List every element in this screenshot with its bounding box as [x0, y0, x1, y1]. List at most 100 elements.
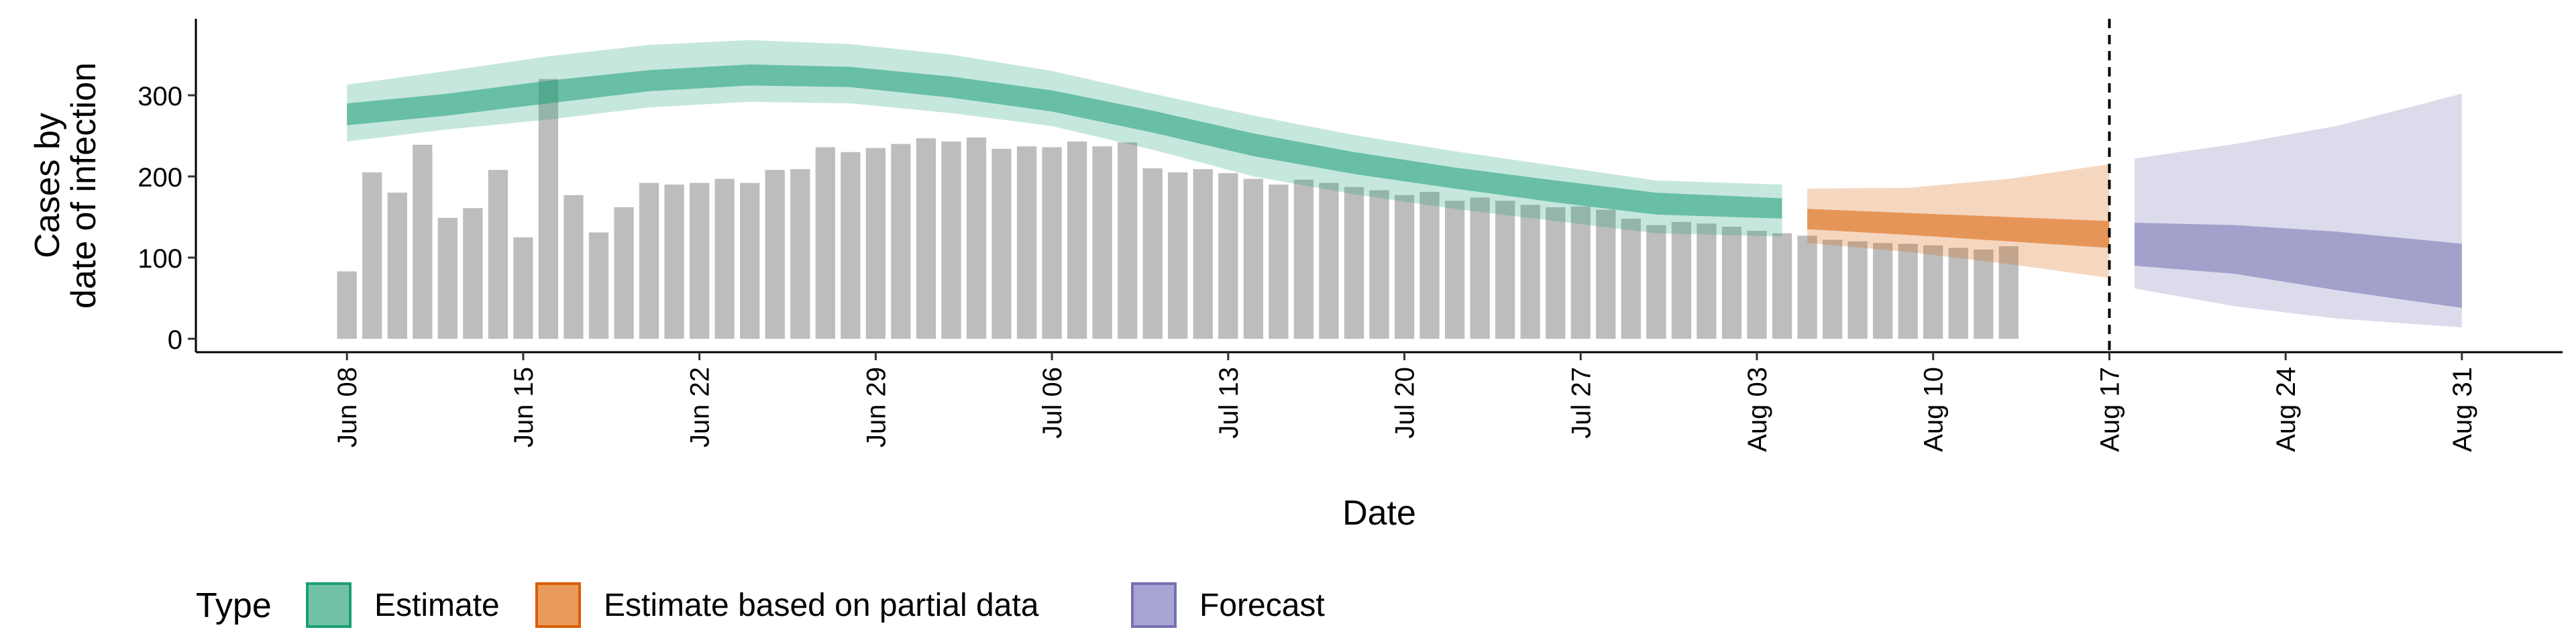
bar: [1747, 231, 1767, 339]
bar: [1923, 245, 1943, 339]
axes-layer: 0 100 200 300 Jun 08 Jun 15 Jun 22 Jun 29 Jul 06…: [28, 19, 2563, 533]
bar: [690, 182, 710, 339]
bar: [941, 141, 961, 339]
bar: [1092, 146, 1112, 339]
legend-swatch: [306, 582, 352, 628]
legend-label: Forecast: [1199, 588, 1325, 623]
bar: [1369, 190, 1389, 339]
legend-title: Type: [196, 586, 272, 625]
bar: [1974, 249, 1994, 339]
bar: [1898, 244, 1918, 339]
bar: [1344, 186, 1364, 339]
x-axis-title: Date: [1342, 494, 1416, 533]
bar: [714, 178, 735, 339]
y-tick-label: 0: [168, 325, 182, 355]
bar: [1847, 241, 1868, 339]
bar: [564, 195, 584, 339]
bar: [966, 137, 987, 339]
x-tick-label: Jun 29: [861, 367, 891, 447]
band-50-estimate-based-on-partial-data: [1807, 209, 2110, 248]
bar: [1243, 178, 1263, 339]
x-tick-label: Jun 15: [509, 367, 539, 447]
x-tick-label: Aug 03: [1743, 367, 1772, 452]
y-tick-label: 100: [138, 244, 182, 274]
legend-swatch: [1131, 582, 1177, 628]
y-axis-title: Cases bydate of infection: [28, 62, 103, 309]
bars-layer: [337, 78, 2019, 339]
legend-swatch: [535, 582, 581, 628]
y-axis-title-line: date of infection: [64, 62, 103, 309]
bar: [1570, 206, 1591, 339]
bar: [841, 152, 861, 339]
bar: [1520, 205, 1540, 339]
band-50-estimate: [347, 64, 1782, 219]
bar: [1319, 182, 1339, 339]
bar: [790, 169, 810, 339]
x-tick-label: Aug 10: [1919, 367, 1949, 452]
bar: [1067, 141, 1087, 339]
band-90-estimate: [347, 40, 1782, 237]
bar: [815, 147, 835, 339]
bar: [1772, 233, 1792, 339]
bar: [1721, 227, 1742, 339]
bar: [891, 144, 911, 339]
bar: [413, 144, 433, 339]
bar: [588, 232, 609, 339]
bar: [1671, 221, 1692, 339]
bar: [488, 170, 508, 339]
band-50-forecast: [2134, 222, 2462, 309]
bar: [1822, 239, 1843, 339]
y-tick-label: 200: [138, 163, 182, 193]
bar: [865, 148, 885, 339]
bar: [1873, 243, 1893, 339]
bar: [538, 78, 559, 339]
bar: [765, 170, 785, 339]
bar: [1118, 142, 1138, 339]
bar: [1142, 168, 1163, 339]
legend: Type Estimate Estimate based on partial da…: [196, 582, 1325, 628]
bar: [1218, 173, 1238, 339]
bar: [1016, 146, 1037, 339]
bar: [916, 138, 936, 339]
bar: [1697, 223, 1717, 339]
bar: [664, 184, 684, 339]
bar: [463, 208, 483, 339]
bar: [740, 182, 760, 339]
x-tick-label: Aug 17: [2095, 367, 2125, 452]
bar: [1470, 197, 1490, 339]
bar: [1419, 191, 1440, 339]
x-tick-label: Jun 22: [686, 367, 715, 447]
bar: [1293, 179, 1314, 339]
bar: [1621, 218, 1641, 339]
x-tick-label: Aug 24: [2271, 367, 2301, 452]
bar: [1596, 209, 1616, 339]
bar: [1269, 184, 1289, 339]
x-tick-label: Aug 31: [2448, 367, 2477, 452]
bar: [337, 271, 357, 339]
bar: [437, 217, 458, 339]
x-tick-label: Jun 08: [333, 367, 362, 447]
bar: [1042, 147, 1062, 339]
x-tick-label: Jul 20: [1391, 367, 1420, 439]
y-axis-title-line: Cases by: [28, 113, 67, 258]
bar: [362, 172, 382, 339]
bar: [991, 148, 1012, 339]
bar: [1444, 201, 1465, 339]
y-tick-label: 300: [138, 82, 182, 111]
bar: [1193, 169, 1213, 339]
bar: [1495, 201, 1515, 339]
bar: [1797, 235, 1817, 339]
legend-label: Estimate: [374, 588, 500, 623]
x-tick-label: Jul 06: [1038, 367, 1067, 439]
x-tick-label: Jul 27: [1566, 367, 1596, 439]
bar: [639, 182, 659, 339]
bar: [1948, 248, 1968, 339]
bar: [1168, 172, 1188, 339]
bar: [614, 207, 634, 339]
legend-label: Estimate based on partial data: [604, 588, 1039, 623]
bar: [1998, 246, 2019, 339]
bar: [1394, 195, 1415, 339]
x-tick-label: Jul 13: [1214, 367, 1244, 439]
bands-layer: [347, 19, 2462, 352]
